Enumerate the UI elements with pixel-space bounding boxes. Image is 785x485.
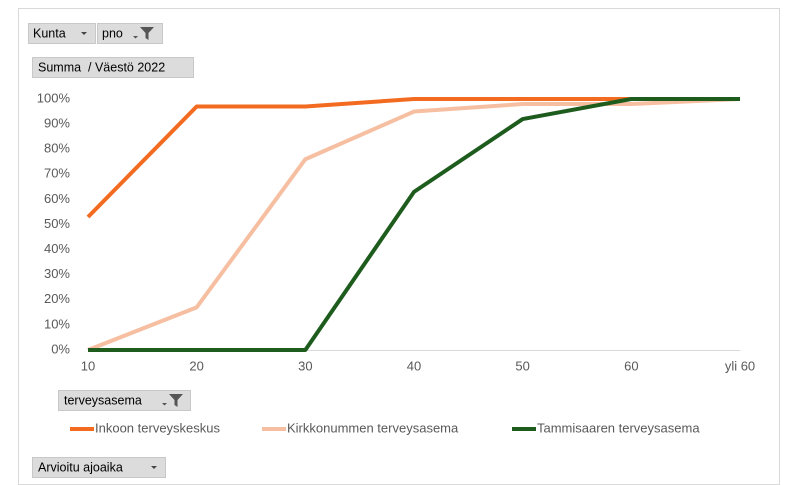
y-tick-label: 80% (44, 141, 70, 156)
y-tick-label: 20% (44, 291, 70, 306)
button-label: terveysasema (64, 393, 142, 407)
series-line (88, 97, 740, 352)
x-tick-label: 50 (515, 358, 529, 373)
button-label: pno (102, 26, 123, 40)
axis-field-button[interactable]: Arvioitu ajoaika (32, 457, 166, 478)
button-label: Summa / Väestö 2022 (38, 60, 165, 74)
filter-button[interactable]: pno (97, 23, 163, 44)
x-tick-label: 20 (189, 358, 203, 373)
x-tick-label: 40 (407, 358, 421, 373)
y-tick-label: 30% (44, 266, 70, 281)
x-tick-label: 10 (81, 358, 95, 373)
legend-label: Inkoon terveyskeskus (95, 420, 221, 435)
dropdown-arrow (81, 32, 87, 35)
x-tick-label: yli 60 (725, 358, 755, 373)
button-label: Arvioitu ajoaika (38, 460, 123, 474)
chart-frame (18, 8, 780, 485)
legend-label: Tammisaaren terveysasema (537, 420, 700, 435)
value-field-button[interactable]: Summa / Väestö 2022 (32, 57, 194, 78)
legend-label: Kirkkonummen terveysasema (287, 420, 459, 435)
y-tick-label: 0% (51, 341, 70, 356)
legend-field-button[interactable]: terveysasema (58, 390, 191, 411)
dropdown-arrow (151, 466, 157, 469)
filter-icon (133, 27, 154, 40)
plot-area: 0% 10% 20% 30% 40% 50% 60% 70% 80% 90% 100% 10 20 30 4… (37, 90, 755, 435)
filter-icon (162, 394, 183, 407)
y-tick-label: 60% (44, 191, 70, 206)
y-tick-label: 70% (44, 166, 70, 181)
y-tick-label: 100% (37, 90, 71, 105)
y-tick-label: 40% (44, 241, 70, 256)
x-tick-label: 30 (298, 358, 312, 373)
button-label: Kunta (33, 26, 66, 40)
filter-button[interactable]: Kunta (28, 23, 96, 44)
series-line (87, 97, 741, 352)
x-tick-label: 60 (624, 358, 638, 373)
y-tick-label: 10% (44, 316, 70, 331)
y-tick-label: 50% (44, 216, 70, 231)
y-tick-label: 90% (44, 116, 70, 131)
